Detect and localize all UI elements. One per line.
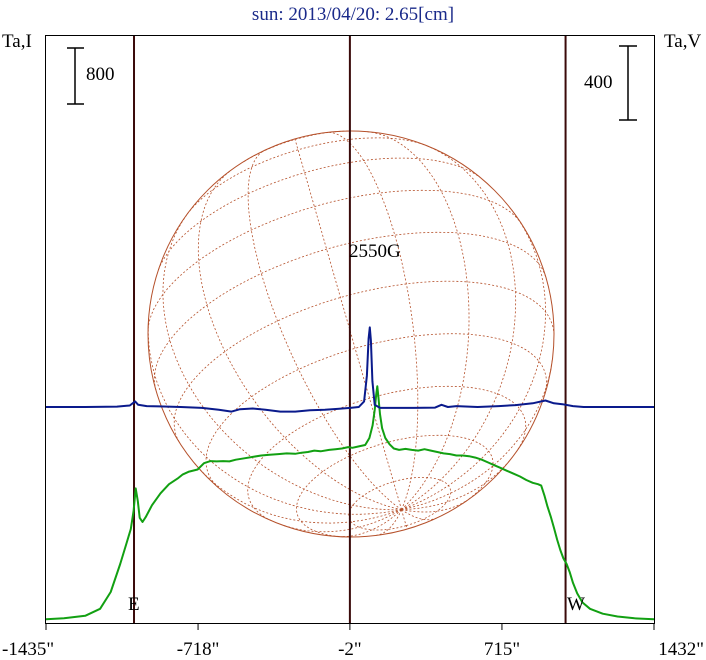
right-scale-bar: 400 [584, 45, 637, 121]
right-axis-label: Ta,V [664, 31, 701, 52]
x-tick-label: 1432" [658, 639, 704, 660]
x-axis-ticks: -1435" -718" -2" 715" 1432" [2, 623, 704, 660]
x-tick-label: -1435" [2, 639, 54, 660]
active-region-label: 2550G [349, 241, 401, 262]
sun-disk-grid [147, 130, 555, 538]
west-limb-label: W [567, 594, 585, 615]
east-limb-label: E [128, 594, 140, 615]
right-scale-label: 400 [584, 72, 613, 93]
intensity-series-line [45, 385, 655, 621]
polarization-series-line [46, 326, 654, 413]
limb-and-center-lines [133, 36, 567, 623]
left-scale-bar: 800 [67, 47, 115, 105]
left-axis-label: Ta,I [2, 31, 32, 52]
left-scale-label: 800 [86, 64, 115, 85]
x-tick-label: 715" [484, 639, 520, 660]
chart-title: sun: 2013/04/20: 2.65[cm] [252, 4, 454, 25]
x-tick-label: -718" [177, 639, 220, 660]
x-tick-label: -2" [338, 639, 362, 660]
